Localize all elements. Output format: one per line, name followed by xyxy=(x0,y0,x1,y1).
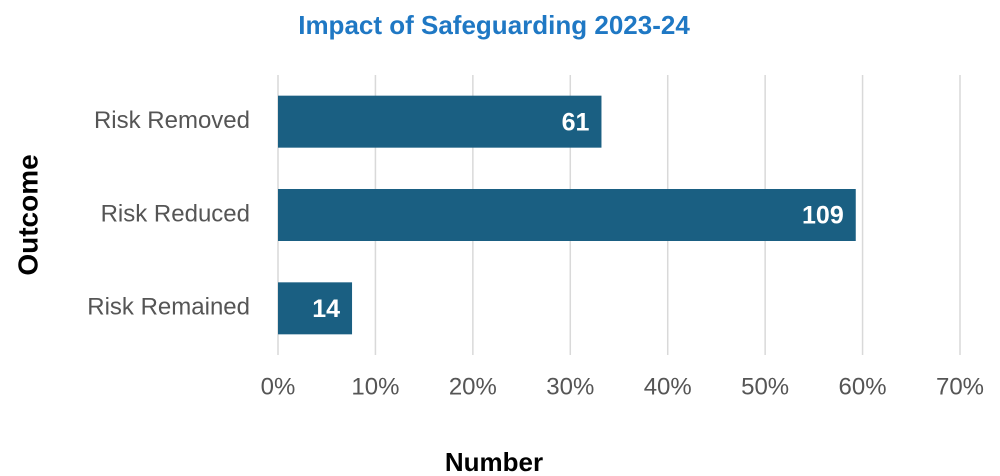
x-tick-label: 30% xyxy=(546,373,594,400)
bar xyxy=(278,95,602,148)
data-label: 109 xyxy=(802,202,844,230)
bar xyxy=(278,189,856,241)
x-axis-title: Number xyxy=(445,447,543,476)
x-tick-label: 40% xyxy=(644,373,692,400)
chart-title: Impact of Safeguarding 2023-24 xyxy=(298,10,690,40)
x-tick-label: 20% xyxy=(449,373,497,400)
bar xyxy=(278,282,353,335)
x-tick-label: 60% xyxy=(839,373,887,400)
y-axis-title: Outcome xyxy=(12,154,43,275)
data-label: 61 xyxy=(562,108,590,136)
x-tick-label: 50% xyxy=(741,373,789,400)
y-tick-label: Risk Removed xyxy=(94,107,250,134)
y-tick-label: Risk Remained xyxy=(87,294,250,321)
data-label: 14 xyxy=(312,295,340,323)
x-tick-label: 0% xyxy=(261,373,296,400)
x-tick-label: 10% xyxy=(351,373,399,400)
y-tick-label: Risk Reduced xyxy=(101,200,250,227)
x-tick-label: 70% xyxy=(936,373,984,400)
